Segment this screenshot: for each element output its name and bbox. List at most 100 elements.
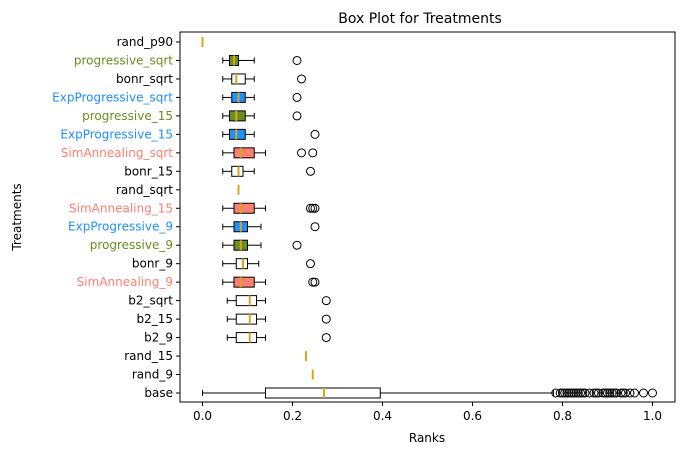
outlier-point — [555, 388, 565, 398]
box-SimAnnealing_sqrt — [222, 147, 318, 159]
outlier-point — [292, 92, 302, 102]
outlier-point — [591, 388, 601, 398]
y-tick-label-progressive_sqrt: progressive_sqrt — [74, 53, 173, 67]
y-tick-label-rand_9: rand_9 — [132, 368, 173, 382]
box-iqr — [231, 165, 244, 177]
outlier-point — [589, 388, 599, 398]
box-iqr — [229, 110, 246, 122]
x-tick-label: 0.0 — [193, 409, 212, 423]
y-tick-label-rand_15: rand_15 — [124, 349, 173, 363]
x-tick-label: 1.0 — [643, 409, 662, 423]
box-ExpProgressive_9 — [222, 221, 320, 233]
y-tick-label-b2_9: b2_9 — [144, 331, 173, 345]
box-progressive_9 — [222, 239, 302, 251]
box-iqr — [265, 387, 381, 399]
outlier-point — [621, 388, 630, 398]
y-tick-label-ExpProgressive_sqrt: ExpProgressive_sqrt — [52, 90, 173, 104]
outlier-point — [616, 388, 626, 398]
outlier-point — [321, 333, 331, 343]
x-axis: 0.0 0.2 0.4 0.6 0.8 1.0 — [193, 402, 662, 423]
outlier-point — [639, 388, 648, 398]
outlier-point — [292, 240, 302, 250]
y-tick-label-SimAnnealing_sqrt: SimAnnealing_sqrt — [61, 146, 173, 160]
outlier-point — [607, 388, 617, 398]
box-base — [202, 387, 657, 399]
outlier-point — [297, 74, 306, 84]
outlier-point — [310, 129, 320, 139]
box-iqr — [233, 202, 255, 214]
box-bonr_sqrt — [222, 73, 306, 85]
outlier-point — [594, 388, 603, 398]
outlier-point — [571, 388, 581, 398]
y-tick-label-progressive_9: progressive_9 — [90, 238, 173, 252]
box-bonr_15 — [222, 165, 315, 177]
outlier-point — [630, 388, 639, 398]
outlier-point — [567, 388, 576, 398]
box-progressive_15 — [222, 110, 302, 122]
outlier-point — [573, 388, 583, 398]
box-b2_sqrt — [226, 295, 331, 307]
y-tick-label-bonr_9: bonr_9 — [132, 257, 173, 271]
y-tick-label-SimAnnealing_9: SimAnnealing_9 — [77, 275, 173, 289]
outlier-point — [306, 259, 315, 269]
outlier-point — [292, 111, 302, 121]
outlier-point — [306, 203, 315, 213]
box-iqr — [233, 276, 255, 288]
y-axis-title: Treatments — [10, 183, 24, 251]
outlier-point — [578, 388, 588, 398]
x-tick-label: 0.2 — [283, 409, 302, 423]
box-progressive_sqrt — [222, 54, 302, 66]
x-tick-label: 0.6 — [463, 409, 482, 423]
y-tick-label-bonr_15: bonr_15 — [124, 164, 173, 178]
outlier-point — [618, 388, 628, 398]
box-iqr — [235, 313, 257, 325]
box-SimAnnealing_9 — [222, 276, 320, 288]
y-tick-label-b2_sqrt: b2_sqrt — [128, 294, 173, 308]
y-tick-label-rand_sqrt: rand_sqrt — [116, 183, 173, 197]
outlier-point — [598, 388, 608, 398]
box-bonr_9 — [222, 258, 315, 270]
outlier-point — [609, 388, 619, 398]
y-tick-label-ExpProgressive_9: ExpProgressive_9 — [68, 220, 173, 234]
box-ExpProgressive_sqrt — [222, 91, 302, 103]
outlier-point — [310, 277, 320, 287]
y-tick-label-rand_p90: rand_p90 — [117, 35, 173, 49]
y-tick-label-ExpProgressive_15: ExpProgressive_15 — [60, 127, 173, 141]
outlier-point — [558, 388, 567, 398]
outlier-point — [600, 388, 610, 398]
x-axis-title: Ranks — [409, 431, 445, 445]
outlier-point — [585, 388, 594, 398]
box-ExpProgressive_15 — [222, 128, 320, 140]
y-tick-label-b2_15: b2_15 — [136, 312, 173, 326]
box-iqr — [233, 147, 255, 159]
outlier-point — [306, 166, 315, 176]
outlier-point — [308, 203, 318, 213]
box-iqr — [231, 73, 246, 85]
outlier-point — [310, 203, 320, 213]
outlier-point — [321, 296, 331, 306]
outlier-point — [310, 222, 320, 232]
y-axis: rand_p90 progressive_sqrt bonr_sqrt ExpProg… — [52, 35, 180, 400]
outlier-point — [603, 388, 612, 398]
y-tick-label-bonr_sqrt: bonr_sqrt — [116, 72, 173, 86]
box-b2_9 — [226, 332, 331, 344]
y-tick-label-progressive_15: progressive_15 — [82, 109, 173, 123]
outlier-point — [292, 55, 302, 65]
outlier-point — [576, 388, 585, 398]
x-tick-label: 0.8 — [553, 409, 572, 423]
box-b2_15 — [226, 313, 331, 325]
outlier-point — [580, 388, 590, 398]
outlier-point — [562, 388, 572, 398]
outlier-point — [569, 388, 579, 398]
plot-frame — [179, 31, 676, 403]
y-tick-label-SimAnnealing_15: SimAnnealing_15 — [69, 201, 173, 215]
outlier-point — [625, 388, 635, 398]
box-iqr — [229, 128, 246, 140]
plot-area — [201, 37, 657, 399]
chart-title: Box Plot for Treatments — [338, 11, 502, 27]
outlier-point — [564, 388, 574, 398]
outlier-point — [560, 388, 570, 398]
x-tick-label: 0.4 — [373, 409, 392, 423]
outlier-point — [297, 148, 306, 158]
